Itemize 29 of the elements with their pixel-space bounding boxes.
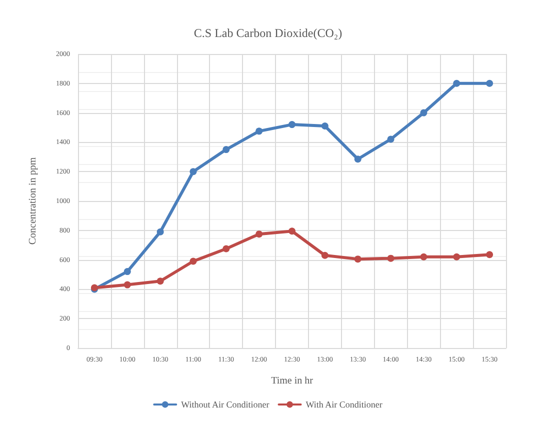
point <box>486 80 494 87</box>
x-axis-title: Time in hr <box>271 376 314 386</box>
legend-label: Without Air Conditioner <box>181 400 270 410</box>
y-axis-title: Concentration in ppm <box>28 157 38 245</box>
point <box>222 245 230 252</box>
point <box>354 256 362 263</box>
point <box>486 251 494 258</box>
point <box>156 228 164 236</box>
point <box>321 252 328 259</box>
point <box>387 254 394 262</box>
point <box>124 268 131 276</box>
point <box>420 109 428 116</box>
point <box>156 278 164 285</box>
point <box>222 146 230 154</box>
legend-label: With Air Conditioner <box>306 400 382 410</box>
point <box>354 156 362 163</box>
point <box>453 253 460 260</box>
point <box>387 136 394 143</box>
point <box>420 253 428 260</box>
point <box>288 228 296 235</box>
chart-title: C.S Lab Carbon Dioxide(CO₂) <box>194 26 342 40</box>
point <box>190 258 197 265</box>
point <box>321 122 328 130</box>
point <box>256 128 263 135</box>
point <box>453 80 460 87</box>
point <box>256 230 263 238</box>
point <box>124 281 131 288</box>
point <box>288 121 296 128</box>
point <box>190 168 197 176</box>
